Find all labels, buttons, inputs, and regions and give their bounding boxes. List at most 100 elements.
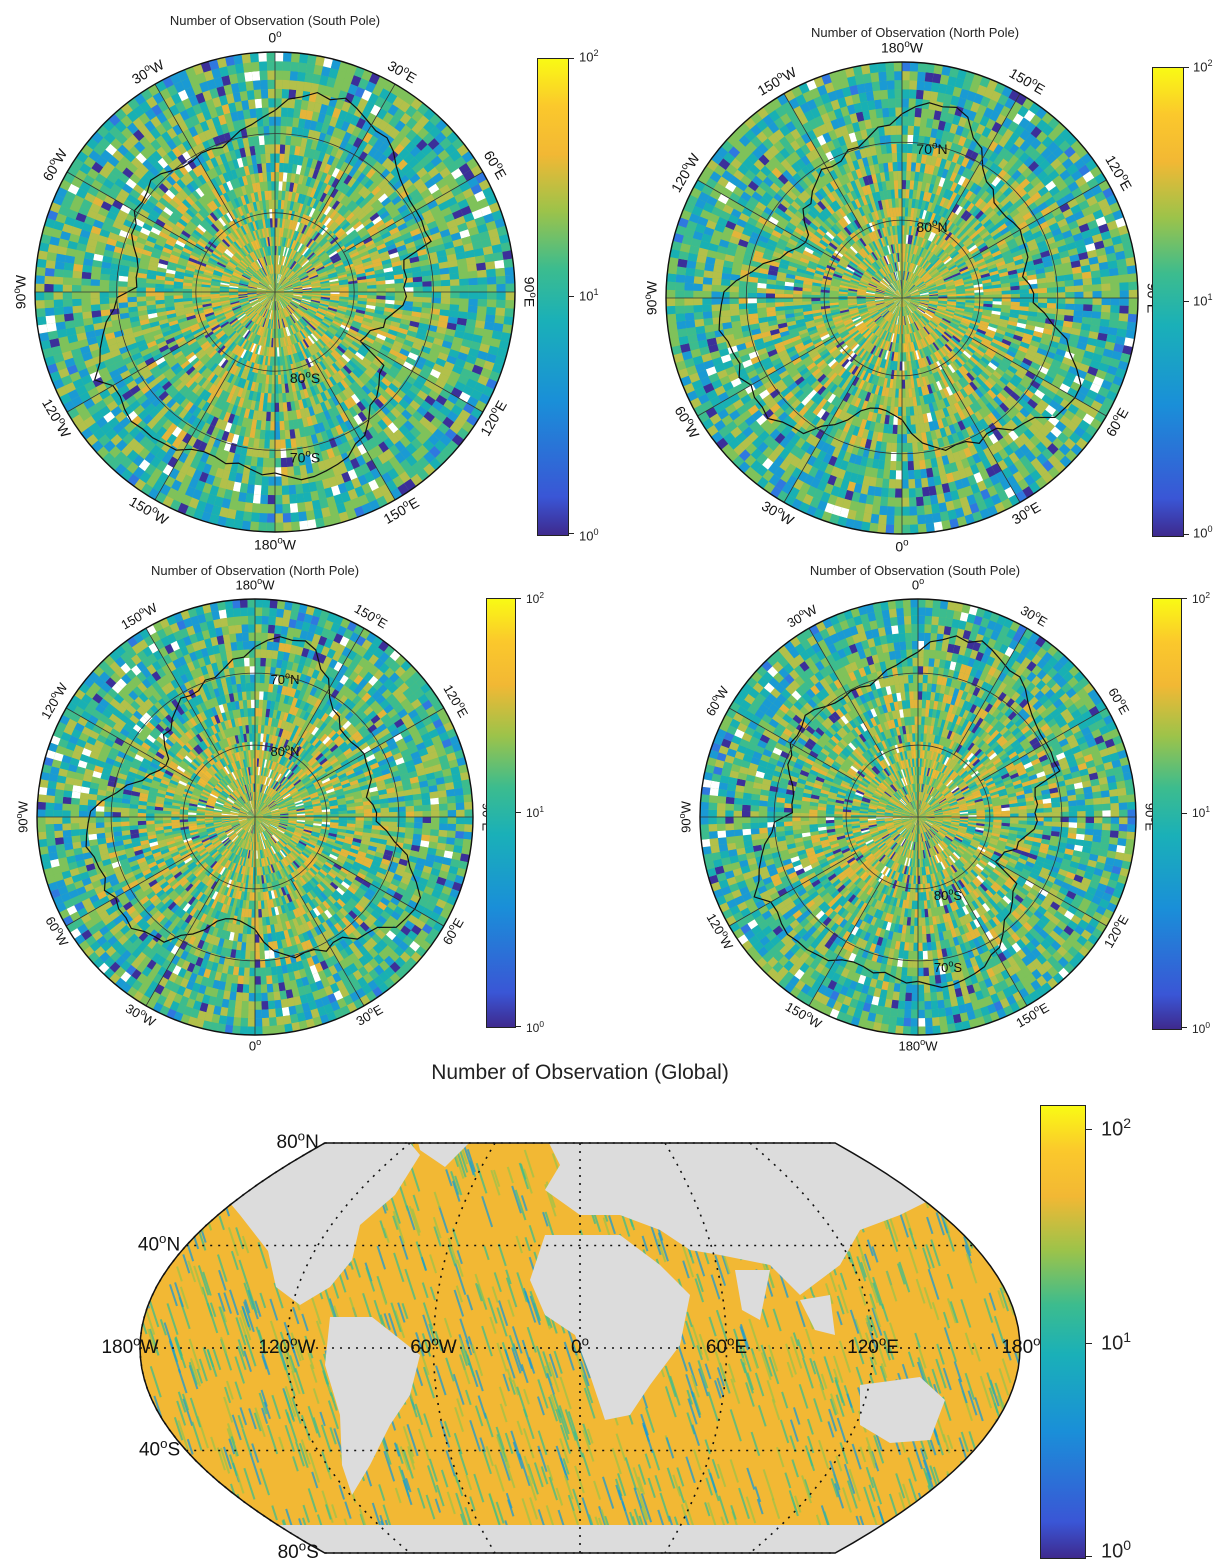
meridian-line (343, 171, 484, 253)
polar-map-south: 0o30oE60oE90oE120oE150oE180oW150oW120oW9… (11, 28, 539, 552)
meridian-line (808, 628, 883, 755)
colorbar-tick-100: 102 (526, 590, 544, 606)
meridian-line (317, 707, 444, 782)
meridian-line (290, 628, 365, 755)
colorbar-tick-1: 100 (1193, 524, 1213, 540)
meridian-line (314, 83, 396, 224)
coordinate-label: 80oN (271, 743, 300, 760)
colorbar-tick-1: 100 (1192, 1020, 1210, 1036)
meridian-line (314, 360, 396, 501)
colorbar (1040, 1105, 1086, 1559)
land-mask (735, 1270, 770, 1320)
coordinate-label: 80oN (277, 1128, 319, 1153)
map-frame (34, 51, 516, 533)
coordinate-label: 0o (895, 537, 909, 554)
meridian-line (343, 331, 484, 413)
meridian-line (953, 879, 1028, 1006)
coordinate-label: 0o (249, 1037, 261, 1054)
meridian-line (145, 879, 220, 1006)
meridian-line (729, 852, 856, 927)
meridian-line (317, 852, 444, 927)
panel-title: Number of Observation (South Pole) (810, 563, 1020, 578)
polar-map-north: 180oW150oE120oE90oE60oE30oE0o30oW60oW90o… (642, 38, 1161, 554)
coordinate-label: 30oW (128, 55, 167, 87)
colorbar-tick-10: 101 (1192, 804, 1210, 820)
meridian-line (729, 707, 856, 782)
meridian-line (154, 83, 236, 224)
colorbar (537, 58, 569, 536)
coordinate-label: 40oN (138, 1230, 180, 1255)
land-mask (410, 1143, 475, 1167)
colorbar-tick-1: 100 (1101, 1537, 1131, 1564)
meridian-line (66, 331, 207, 413)
meridian-line (783, 365, 864, 503)
colorbar (1152, 67, 1184, 537)
meridian-line (969, 336, 1107, 417)
coordinate-label: 90oE (522, 277, 539, 307)
coordinate-label: 0o (571, 1333, 589, 1358)
land-mask (530, 1235, 690, 1420)
colorbar-tick-10: 101 (579, 287, 599, 303)
coordinate-label: 90oW (15, 800, 32, 833)
coordinate-label: 90oW (11, 274, 28, 309)
colorbar-tick-1: 100 (526, 1019, 544, 1035)
polar-map-panel-south-1: Number of Observation (South Pole) 0o 30o… (0, 0, 620, 565)
meridian-line (290, 879, 365, 1006)
panel-title: Number of Observation (North Pole) (151, 563, 359, 578)
meridian-line (66, 171, 207, 253)
coordinate-label: 90oW (642, 280, 659, 315)
coordinate-label: 80oS (934, 887, 963, 904)
meridian-line (66, 852, 193, 927)
colorbar-tick-1: 100 (579, 527, 599, 543)
colorbar-tick-100: 102 (1192, 590, 1210, 606)
coordinate-label: 0o (912, 577, 924, 594)
observation-density-field (140, 1143, 1020, 1553)
colorbar-tick-10: 101 (526, 804, 544, 820)
panel-title: Number of Observation (South Pole) (170, 13, 380, 28)
meridian-line (953, 628, 1028, 755)
land-mask (800, 1295, 835, 1335)
coordinate-label: 180oW (898, 1037, 938, 1054)
meridian-line (66, 707, 193, 782)
coordinate-label: 80oS (278, 1538, 319, 1563)
global-map-panel: Number of Observation (Global) 80oN 40oN 4… (0, 1055, 1221, 1563)
colorbar-tick-100: 102 (1193, 58, 1213, 74)
coordinate-label: 40oS (139, 1435, 180, 1460)
coordinate-label: 70oN (916, 140, 947, 157)
global-robinson-map: 80oN 40oN 40oS 80oS 180oW 120oW 60oW 0o 60oE 120o… (101, 1128, 1058, 1563)
meridian-line (154, 360, 236, 501)
colorbar-tick-10: 101 (1101, 1329, 1131, 1356)
map-frame (139, 1142, 1021, 1554)
meridian-line (980, 707, 1107, 782)
coordinate-label: 0o (268, 28, 282, 45)
coordinate-label: 180oW (254, 535, 297, 552)
meridian-line (969, 179, 1107, 260)
meridian-line (940, 93, 1021, 231)
coordinate-label: 70oN (271, 671, 300, 688)
polar-map-panel-north-2: Number of Observation (North Pole) 180oW… (0, 560, 620, 1055)
coordinate-label: 60oW (410, 1333, 457, 1358)
colorbar (1152, 598, 1182, 1030)
coordinate-label: 70oS (934, 959, 963, 976)
colorbar-tick-100: 102 (579, 48, 599, 64)
colorbar-tick-100: 102 (1101, 1115, 1131, 1142)
polar-map-panel-south-2: Number of Observation (South Pole) 0o 30o… (620, 560, 1221, 1055)
colorbar (486, 598, 516, 1028)
coordinate-label: 80oS (290, 369, 320, 386)
coordinate-label: 60oW (672, 403, 704, 442)
meridian-line (980, 852, 1107, 927)
polar-map-south: 0o30oE60oE90oE120oE150oE180oW150oW120oW9… (678, 577, 1159, 1054)
coordinate-label: 180oW (881, 38, 924, 55)
coordinate-label: 120oW (258, 1333, 315, 1358)
polar-map-north: 180oW150oE120oE90oE60oE30oE0o30oW60oW90o… (15, 577, 496, 1054)
meridian-line (783, 93, 864, 231)
coordinate-label: 80oN (916, 218, 947, 235)
panel-title: Number of Observation (North Pole) (811, 25, 1019, 40)
polar-map-panel-north-1: Number of Observation (North Pole) 180oW… (620, 0, 1221, 565)
meridian-line (940, 365, 1021, 503)
global-title: Number of Observation (Global) (431, 1061, 729, 1085)
meridian-line (808, 879, 883, 1006)
map-frame (699, 598, 1137, 1036)
meridian-line (697, 336, 835, 417)
map-frame (665, 61, 1139, 535)
